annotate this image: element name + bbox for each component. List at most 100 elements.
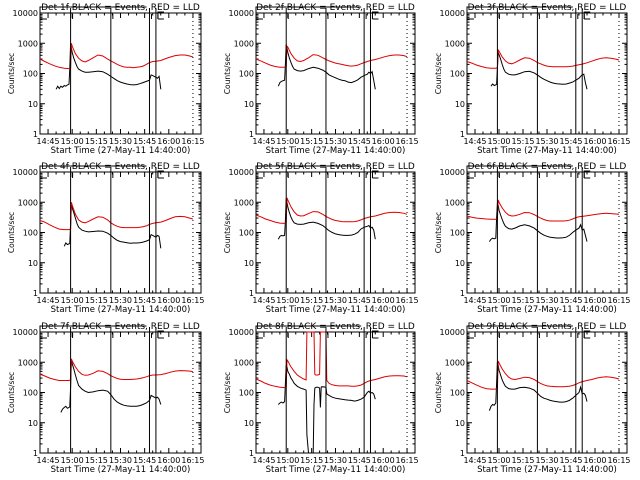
x-tick-label: 14:45 — [37, 296, 60, 305]
x-tick-label: 16:00 — [372, 137, 395, 146]
y-tick-label: 10000 — [229, 168, 254, 177]
y-tick-label: 100 — [239, 229, 254, 238]
x-tick-label: 15:30 — [324, 137, 347, 146]
x-tick-label: 15:30 — [535, 296, 558, 305]
interval-bracket — [39, 325, 71, 338]
x-axis-label: Start Time (27-May-11 14:40:00) — [477, 465, 617, 475]
panel-det-9: Det 9f BLACK = Events, RED = LLD 1 10 100 10… — [434, 322, 631, 475]
x-tick-label: 14:45 — [37, 456, 60, 465]
y-tick-label: 10 — [244, 100, 254, 109]
plot-frame — [39, 331, 202, 454]
x-axis-label: Start Time (27-May-11 14:40:00) — [477, 146, 617, 156]
x-tick-label: 15:15 — [300, 137, 323, 146]
plot-frame — [255, 171, 416, 294]
y-tick-label: 1 — [249, 289, 254, 298]
x-tick-label: 16:15 — [396, 137, 419, 146]
x-tick-label: 15:15 — [511, 137, 534, 146]
plot-frame — [39, 12, 202, 135]
y-tick-label: 1 — [249, 130, 254, 139]
interval-bracket-right — [157, 330, 164, 338]
y-tick-label: 100 — [239, 70, 254, 79]
x-axis-label: Start Time (27-May-11 14:40:00) — [266, 305, 406, 315]
y-axis-label: Counts/sec — [434, 212, 443, 253]
series-events — [488, 362, 588, 411]
y-tick-label: 100 — [23, 70, 38, 79]
plot-frame — [466, 331, 628, 454]
panel-det-2: Det 2f BLACK = Events, RED = LLD 1 10 100 10… — [223, 3, 419, 156]
panel-det-7: Det 7f BLACK = Events, RED = LLD 1 10 100 10… — [7, 322, 204, 475]
interval-bracket-right — [583, 170, 591, 178]
x-tick-label: 15:00 — [487, 296, 510, 305]
series-lld — [466, 199, 620, 222]
interval-bracket — [466, 165, 498, 178]
interval-bracket — [255, 325, 287, 338]
y-tick-label: 1 — [33, 130, 38, 139]
x-tick-label: 15:30 — [535, 137, 558, 146]
y-tick-label: 1 — [460, 449, 465, 458]
panel-title: Det 9f BLACK = Events, RED = LLD — [468, 322, 627, 332]
plot-frame — [255, 331, 416, 454]
y-tick-label: 1000 — [445, 39, 465, 48]
y-axis-label: Counts/sec — [223, 212, 232, 253]
y-axis-label: Counts/sec — [223, 53, 232, 94]
x-tick-label: 16:15 — [181, 456, 204, 465]
x-tick-label: 15:45 — [559, 296, 582, 305]
series-lld — [255, 331, 408, 389]
interval-bracket-right — [157, 11, 164, 19]
series-events — [277, 44, 376, 90]
x-tick-label: 15:15 — [85, 137, 108, 146]
x-tick-label: 16:00 — [583, 456, 606, 465]
y-axis-label: Counts/sec — [7, 372, 16, 413]
x-tick-label: 16:00 — [372, 456, 395, 465]
y-axis-label: Counts/sec — [7, 53, 16, 94]
y-tick-label: 1000 — [18, 198, 38, 207]
x-tick-label: 15:00 — [487, 456, 510, 465]
interval-bracket — [255, 6, 287, 19]
x-tick-label: 16:00 — [157, 456, 180, 465]
interval-bracket — [466, 6, 498, 19]
y-tick-label: 10 — [28, 259, 38, 268]
y-tick-label: 10 — [28, 419, 38, 428]
series-events — [55, 43, 162, 90]
interval-bracket-right — [371, 330, 379, 338]
y-tick-label: 1000 — [445, 198, 465, 207]
y-tick-label: 10000 — [13, 328, 38, 337]
x-tick-label: 14:45 — [252, 137, 275, 146]
x-tick-label: 15:00 — [276, 456, 299, 465]
x-tick-label: 15:45 — [133, 296, 156, 305]
plot-frame — [39, 171, 202, 294]
series-lld — [39, 43, 194, 70]
x-tick-label: 16:15 — [396, 296, 419, 305]
y-tick-label: 1000 — [234, 358, 254, 367]
x-tick-label: 15:30 — [324, 456, 347, 465]
x-tick-label: 15:00 — [61, 456, 84, 465]
y-axis-label: Counts/sec — [434, 53, 443, 94]
series-events — [277, 198, 376, 240]
y-tick-label: 10 — [455, 100, 465, 109]
x-axis-label: Start Time (27-May-11 14:40:00) — [266, 465, 406, 475]
y-tick-label: 100 — [239, 389, 254, 398]
x-tick-label: 15:15 — [300, 296, 323, 305]
panel-title: Det 5f BLACK = Events, RED = LLD — [256, 162, 415, 172]
panel-det-8: Det 8f BLACK = Events, RED = LLD 1 10 100 10… — [223, 322, 419, 475]
x-tick-label: 15:00 — [61, 296, 84, 305]
y-tick-label: 1000 — [445, 358, 465, 367]
y-tick-label: 1 — [460, 289, 465, 298]
plot-frame — [255, 12, 416, 135]
series-lld — [466, 48, 620, 69]
x-tick-label: 16:15 — [396, 456, 419, 465]
x-tick-label: 16:00 — [583, 296, 606, 305]
x-tick-label: 14:45 — [463, 456, 486, 465]
x-tick-label: 15:15 — [511, 456, 534, 465]
x-tick-label: 15:15 — [85, 456, 108, 465]
interval-bracket — [39, 6, 71, 19]
y-tick-label: 10000 — [229, 9, 254, 18]
x-tick-label: 16:00 — [157, 137, 180, 146]
y-tick-label: 10000 — [13, 168, 38, 177]
series-events — [277, 364, 376, 454]
x-tick-label: 16:15 — [607, 296, 630, 305]
y-tick-label: 10000 — [13, 9, 38, 18]
x-axis-label: Start Time (27-May-11 14:40:00) — [266, 146, 406, 156]
series-lld — [466, 360, 620, 390]
panel-title: Det 2f BLACK = Events, RED = LLD — [256, 3, 415, 13]
